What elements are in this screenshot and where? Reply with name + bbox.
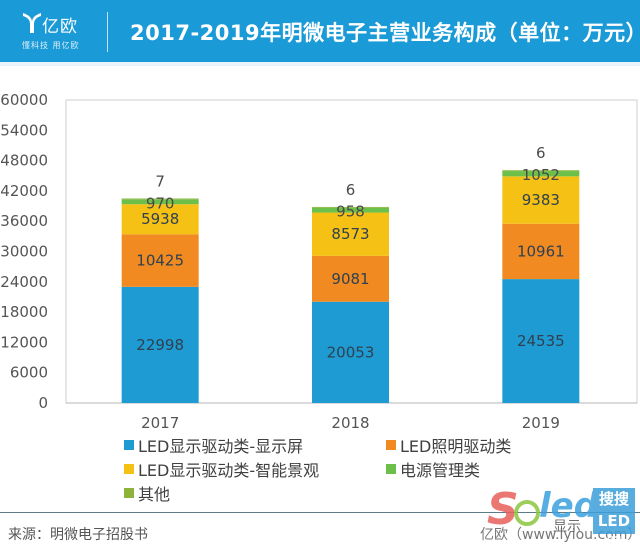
bar-segment-2018-5: [312, 206, 389, 208]
x-tick-label: 2019: [522, 414, 560, 430]
bar-segment-2017-2: [121, 234, 199, 287]
data-label: 970: [146, 194, 175, 212]
legend-item-other: 其他: [124, 481, 170, 505]
y-tick-label: 6000: [10, 364, 48, 382]
watermark-box-line1: 搜搜: [598, 490, 629, 508]
y-tick-label: 0: [38, 394, 48, 412]
bar-segment-2019-3: [502, 176, 580, 224]
data-label: 7: [155, 173, 165, 191]
data-label: 22998: [136, 336, 184, 354]
y-tick-label: 12000: [0, 333, 48, 351]
legend-swatch: [386, 440, 396, 450]
legend-swatch: [386, 464, 396, 474]
watermark-overlay-text: 显示: [553, 519, 581, 535]
data-label: 6: [346, 181, 356, 199]
logo-slogan: 懂科技 用亿欧: [22, 41, 80, 50]
header-banner: 亿欧 懂科技 用亿欧 2017-2019年明微电子主营业务构成（单位：万元）: [0, 0, 640, 62]
bar-segment-2017-3: [121, 204, 199, 235]
bar-segment-2017-1: [121, 286, 199, 403]
watermark-brand: led: [539, 486, 599, 526]
watermark-box: 搜搜 LED网: [593, 488, 635, 552]
logo-name: 亿欧: [42, 17, 78, 37]
data-label: 10425: [136, 252, 184, 270]
x-tick-label: 2018: [331, 414, 369, 430]
data-label: 24535: [517, 332, 565, 350]
watermark-s: S: [487, 484, 519, 535]
bar-segment-2019-4: [502, 171, 580, 177]
legend-label: LED显示驱动类-智能景观: [138, 461, 320, 480]
data-label: 6: [536, 144, 546, 162]
data-label: 5938: [141, 210, 179, 228]
legend-label: LED照明驱动类: [400, 437, 512, 456]
legend-label: 其他: [138, 485, 171, 504]
bar-segment-2018-2: [312, 255, 389, 302]
legend-label: 电源管理类: [400, 461, 481, 480]
x-tick-label: 2017: [141, 414, 179, 430]
footer-divider: [0, 512, 640, 513]
bar-segment-2018-4: [312, 207, 389, 213]
y-tick-label: 54000: [0, 121, 48, 139]
y-tick-label: 30000: [0, 243, 48, 261]
bar-segment-2019-5: [502, 170, 580, 172]
data-label: 8573: [331, 225, 369, 243]
y-tick-label: 48000: [0, 152, 48, 170]
chart-title: 2017-2019年明微电子主营业务构成（单位：万元）: [130, 21, 640, 45]
header-shadow: [0, 62, 640, 66]
bar-segment-2018-3: [312, 212, 389, 256]
legend-item-display-screen: LED显示驱动类-显示屏: [124, 433, 303, 457]
footer-source: 来源：明微电子招股书: [8, 527, 148, 543]
y-tick-label: 24000: [0, 273, 48, 291]
y-tick-label: 60000: [0, 91, 48, 109]
bar-segment-2019-2: [502, 223, 580, 280]
data-label: 20053: [327, 343, 375, 361]
legend-swatch: [124, 464, 134, 474]
legend-label: LED显示驱动类-显示屏: [138, 437, 304, 456]
header-divider: [107, 12, 108, 52]
data-label: 9081: [331, 270, 369, 288]
bar-segment-2019-1: [502, 279, 580, 403]
watermark-box-line2: LED网: [597, 512, 631, 552]
bar-segment-2017-4: [121, 199, 199, 205]
legend-item-power-management: 电源管理类: [386, 457, 480, 481]
logo-icon: [23, 13, 41, 33]
legend-swatch: [124, 440, 134, 450]
watermark: S led 搜搜 LED网 显示: [487, 484, 637, 552]
logo: 亿欧 懂科技 用亿欧: [22, 10, 92, 54]
y-tick-label: 36000: [0, 212, 48, 230]
watermark-sun-icon: [514, 500, 540, 526]
legend-item-smart-landscape: LED显示驱动类-智能景观: [124, 457, 319, 481]
bar-segment-2017-5: [121, 198, 199, 200]
data-label: 10961: [517, 242, 565, 260]
legend-swatch: [124, 488, 134, 498]
data-label: 9383: [522, 191, 560, 209]
chart-area: 0 6000 12000 18000 24000 30000 36000 42000 48000…: [0, 91, 638, 430]
y-tick-label: 18000: [0, 303, 48, 321]
bar-segment-2018-1: [312, 301, 389, 403]
legend-item-lighting-driver: LED照明驱动类: [386, 433, 511, 457]
y-tick-label: 42000: [0, 182, 48, 200]
data-label: 1052: [522, 166, 560, 184]
data-label: 958: [336, 203, 365, 221]
